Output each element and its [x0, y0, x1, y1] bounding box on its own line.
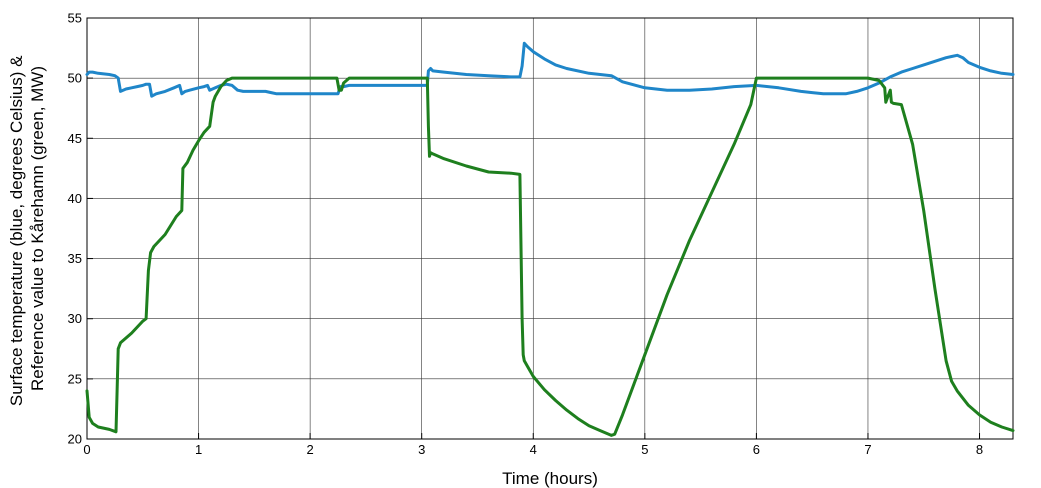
y-tick-label-6: 50 [68, 71, 82, 86]
x-tick-label-8: 8 [976, 442, 983, 457]
y-tick-label-1: 25 [68, 371, 82, 386]
y-tick-label-3: 35 [68, 251, 82, 266]
x-axis-ticks: 0 1 2 3 4 5 6 7 8 [83, 433, 983, 457]
x-axis-label: Time (hours) [502, 469, 598, 488]
x-tick-label-0: 0 [83, 442, 90, 457]
x-tick-label-6: 6 [753, 442, 760, 457]
x-tick-label-1: 1 [195, 442, 202, 457]
series-line-0 [85, 41, 1015, 98]
y-tick-label-0: 20 [68, 432, 82, 447]
y-tick-label-4: 40 [68, 191, 82, 206]
x-tick-label-7: 7 [864, 442, 871, 457]
y-axis-label: Surface temperature (blue, degrees Celsi… [7, 51, 47, 406]
x-tick-label-2: 2 [307, 442, 314, 457]
y-axis-ticks: 20 25 30 35 40 45 50 55 [68, 11, 93, 447]
series-line-1 [85, 76, 1015, 437]
y-tick-label-2: 30 [68, 311, 82, 326]
y-axis-label-line-1: Surface temperature (blue, degrees Celsi… [7, 55, 26, 406]
x-tick-label-5: 5 [641, 442, 648, 457]
y-tick-label-7: 55 [68, 11, 82, 26]
y-tick-label-5: 45 [68, 131, 82, 146]
x-tick-label-4: 4 [530, 442, 537, 457]
plot-area-frame [86, 17, 1014, 440]
x-tick-label-3: 3 [418, 442, 425, 457]
series-layer [85, 41, 1015, 437]
y-axis-label-line-2: Reference value to Kårehamn (green, MW) [28, 66, 47, 391]
